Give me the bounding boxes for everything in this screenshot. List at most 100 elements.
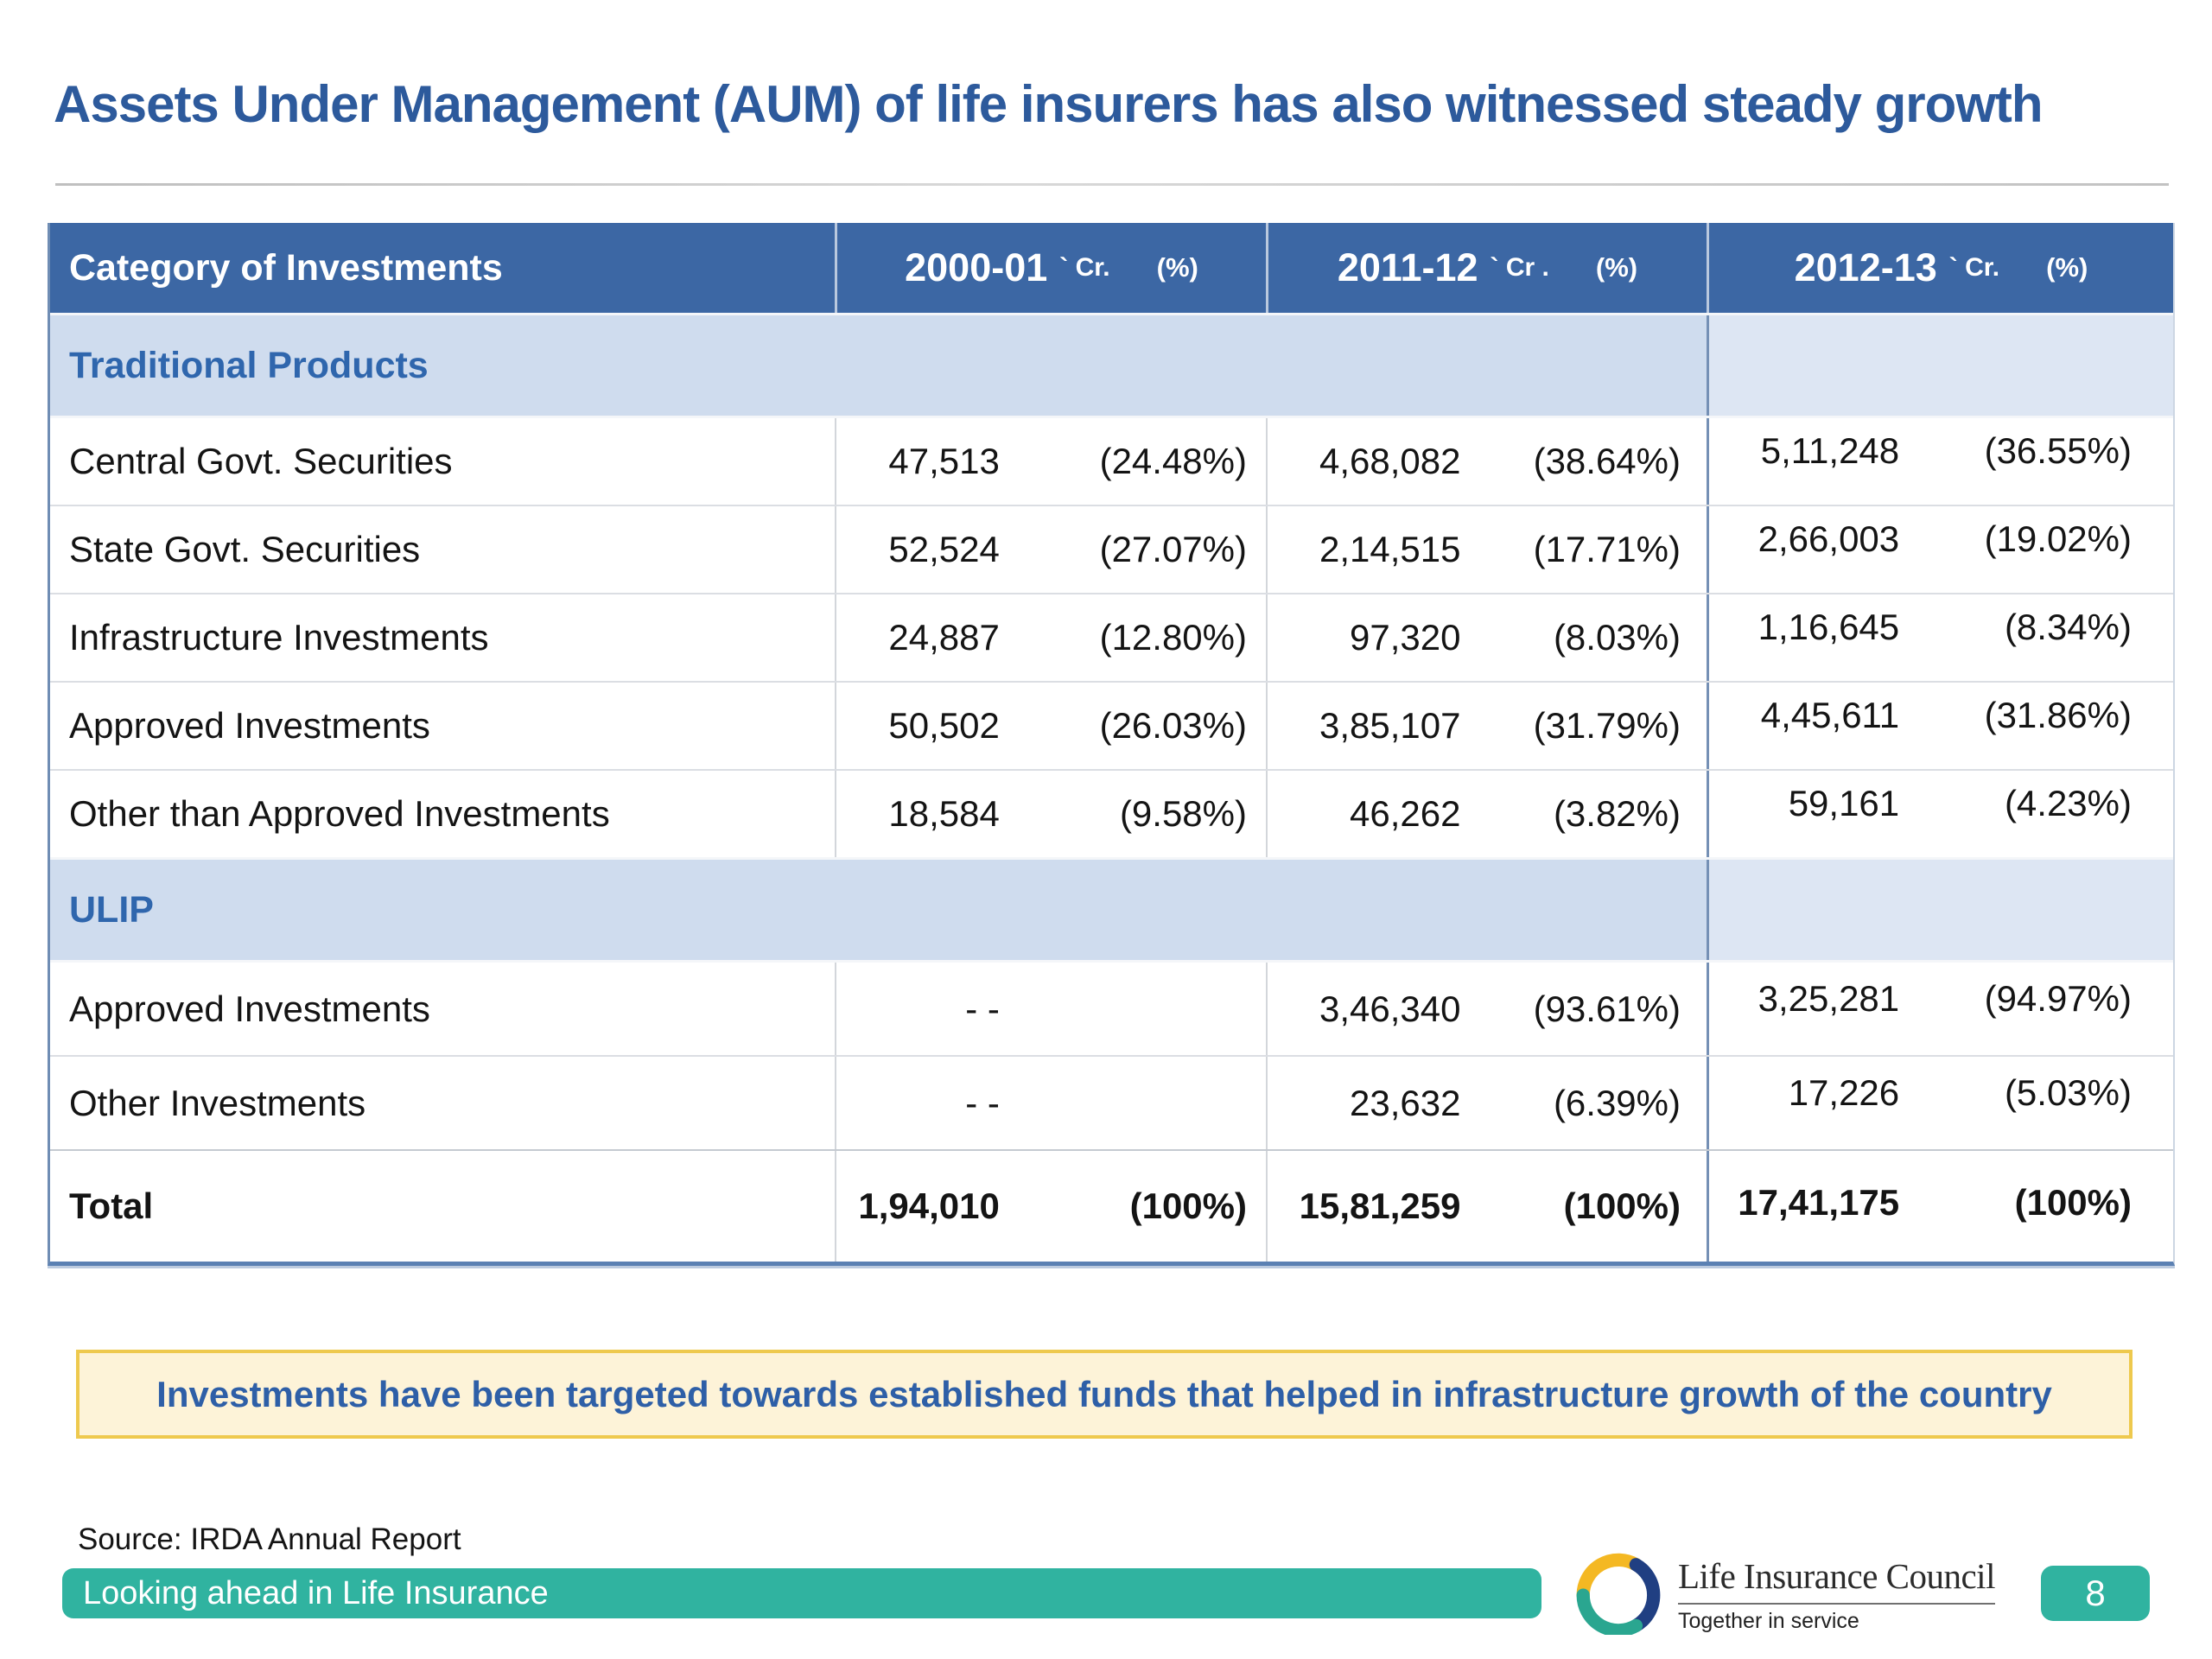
cell-2012-13: 4,45,611 (31.86%) xyxy=(1707,683,2173,769)
header-pct: (%) xyxy=(1595,252,1638,283)
header-pct: (%) xyxy=(1156,252,1198,283)
cell-value: 4,45,611 xyxy=(1760,695,1900,735)
cell-2012-13: 5,11,248 (36.55%) xyxy=(1707,418,2173,505)
cell-value: 1,94,010 xyxy=(858,1185,1000,1226)
header-2011-12: 2011-12 ` Cr . (%) xyxy=(1266,223,1707,313)
cell-percent: (3.82%) xyxy=(1553,793,1681,834)
cell-percent: (100%) xyxy=(1129,1185,1247,1226)
cell-value: - - xyxy=(965,1082,1000,1123)
cell-percent: (17.71%) xyxy=(1533,529,1681,569)
cell-value: 5,11,248 xyxy=(1760,430,1900,471)
header-pct: (%) xyxy=(2046,252,2088,283)
cell-percent: (8.34%) xyxy=(2004,607,2132,647)
row-label: State Govt. Securities xyxy=(69,529,421,569)
section-band-spacer xyxy=(1707,860,2173,960)
page-number-badge: 8 xyxy=(2041,1566,2150,1621)
cell-2000-01: 1,94,010 (100%) xyxy=(835,1151,1266,1262)
cell-2011-12: 23,632 (6.39%) xyxy=(1266,1057,1707,1149)
table-row: Other than Approved Investments 18,584 (… xyxy=(50,769,2173,857)
cell-2011-12: 15,81,259 (100%) xyxy=(1266,1151,1707,1262)
cell-value: 50,502 xyxy=(888,705,1000,746)
header-category: Category of Investments xyxy=(50,223,835,313)
cell-2011-12: 3,46,340 (93.61%) xyxy=(1266,963,1707,1055)
cell-2000-01: - - xyxy=(835,963,1266,1055)
row-label: Approved Investments xyxy=(69,705,430,746)
cell-percent: (5.03%) xyxy=(2004,1071,2132,1113)
cell-percent: (31.79%) xyxy=(1533,705,1681,746)
page-number: 8 xyxy=(2085,1573,2106,1613)
cell-value: 97,320 xyxy=(1350,617,1461,658)
cell-2012-13: 2,66,003 (19.02%) xyxy=(1707,506,2173,593)
section-row-ulip: ULIP xyxy=(50,857,2173,963)
cell-2000-01: 47,513 (24.48%) xyxy=(835,418,1266,505)
logo-text-block: Life Insurance Council Together in servi… xyxy=(1678,1555,1995,1634)
header-year: 2000-01 xyxy=(905,245,1048,289)
cell-percent: (100%) xyxy=(2014,1182,2132,1223)
table-row: Central Govt. Securities 47,513 (24.48%)… xyxy=(50,418,2173,505)
row-label: Infrastructure Investments xyxy=(69,617,489,658)
cell-2012-13: 17,226 (5.03%) xyxy=(1707,1057,2173,1149)
cell-value: 47,513 xyxy=(888,441,1000,481)
cell-percent: (19.02%) xyxy=(1984,518,2132,559)
row-label: Other Investments xyxy=(69,1082,366,1123)
cell-2012-13: 1,16,645 (8.34%) xyxy=(1707,594,2173,681)
cell-percent: (6.39%) xyxy=(1553,1082,1681,1123)
cell-percent: (100%) xyxy=(1563,1185,1681,1226)
cell-percent: (94.97%) xyxy=(1984,977,2132,1019)
cell-value: 17,41,175 xyxy=(1738,1182,1900,1223)
cell-2000-01: 18,584 (9.58%) xyxy=(835,771,1266,857)
cell-2012-13: 3,25,281 (94.97%) xyxy=(1707,963,2173,1055)
aum-table: Category of Investments 2000-01 ` Cr. (%… xyxy=(48,223,2175,1266)
header-unit: ` Cr. xyxy=(1059,253,1110,282)
section-label: ULIP xyxy=(50,860,1707,960)
cell-value: 3,25,281 xyxy=(1758,977,1900,1019)
table-row: State Govt. Securities 52,524 (27.07%) 2… xyxy=(50,505,2173,593)
cell-value: 2,66,003 xyxy=(1758,518,1900,559)
cell-value: 23,632 xyxy=(1350,1082,1461,1123)
cell-2012-13: 59,161 (4.23%) xyxy=(1707,771,2173,857)
cell-2000-01: 52,524 (27.07%) xyxy=(835,506,1266,593)
cell-percent: (38.64%) xyxy=(1533,441,1681,481)
table-row: Approved Investments - - 3,46,340 (93.61… xyxy=(50,963,2173,1055)
cell-value: 15,81,259 xyxy=(1299,1185,1461,1226)
section-band-spacer xyxy=(1707,315,2173,416)
header-unit: ` Cr . xyxy=(1490,253,1549,282)
section-label: Traditional Products xyxy=(50,315,1707,416)
cell-percent: (36.55%) xyxy=(1984,430,2132,471)
cell-value: 52,524 xyxy=(888,529,1000,569)
footer-banner: Looking ahead in Life Insurance xyxy=(62,1568,1541,1618)
callout-text: Investments have been targeted towards e… xyxy=(156,1373,2052,1414)
cell-value: 46,262 xyxy=(1350,793,1461,834)
title-divider xyxy=(55,183,2169,186)
cell-percent: (4.23%) xyxy=(2004,783,2132,823)
cell-value: 3,46,340 xyxy=(1319,988,1461,1029)
cell-2000-01: - - xyxy=(835,1057,1266,1149)
cell-value: 24,887 xyxy=(888,617,1000,658)
cell-percent: (24.48%) xyxy=(1099,441,1247,481)
header-year: 2012-13 xyxy=(1794,245,1937,289)
table-row-total: Total 1,94,010 (100%) 15,81,259 (100%) 1… xyxy=(50,1149,2173,1262)
header-unit: ` Cr. xyxy=(1948,253,2000,282)
callout-box: Investments have been targeted towards e… xyxy=(76,1350,2133,1439)
cell-percent: (12.80%) xyxy=(1099,617,1247,658)
source-note: Source: IRDA Annual Report xyxy=(78,1522,461,1556)
row-label: Total xyxy=(69,1185,154,1226)
logo-name: Life Insurance Council xyxy=(1678,1555,1995,1605)
cell-percent: (27.07%) xyxy=(1099,529,1247,569)
header-2000-01: 2000-01 ` Cr. (%) xyxy=(835,223,1266,313)
cell-percent: (93.61%) xyxy=(1533,988,1681,1029)
table-row: Approved Investments 50,502 (26.03%) 3,8… xyxy=(50,681,2173,769)
footer-banner-text: Looking ahead in Life Insurance xyxy=(83,1574,549,1611)
section-row-traditional-products: Traditional Products xyxy=(50,313,2173,418)
cell-value: 1,16,645 xyxy=(1758,607,1900,647)
cell-value: 2,14,515 xyxy=(1319,529,1461,569)
row-label: Central Govt. Securities xyxy=(69,441,453,481)
cell-2011-12: 4,68,082 (38.64%) xyxy=(1266,418,1707,505)
cell-2011-12: 46,262 (3.82%) xyxy=(1266,771,1707,857)
cell-2011-12: 3,85,107 (31.79%) xyxy=(1266,683,1707,769)
cell-2011-12: 2,14,515 (17.71%) xyxy=(1266,506,1707,593)
page-title: Assets Under Management (AUM) of life in… xyxy=(54,75,2044,133)
cell-value: - - xyxy=(965,988,1000,1029)
cell-value: 59,161 xyxy=(1788,783,1900,823)
